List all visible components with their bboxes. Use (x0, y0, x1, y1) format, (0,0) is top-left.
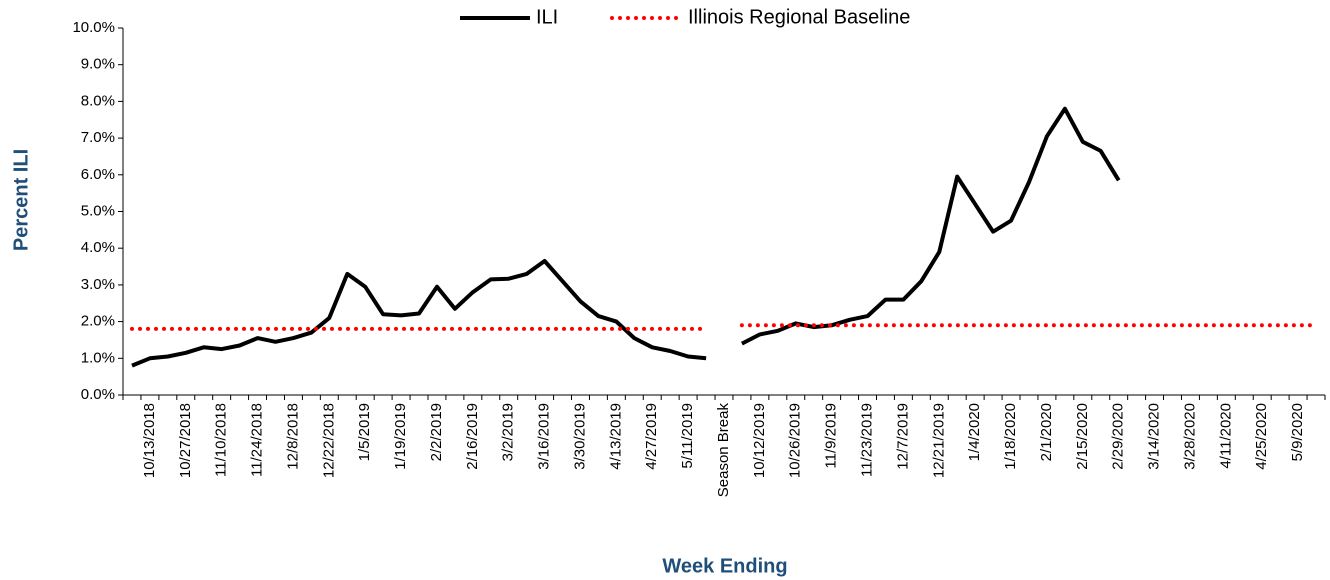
x-tick-label: 5/11/2019 (679, 403, 696, 469)
y-tick-label: 4.0% (81, 239, 115, 256)
x-tick-label: 4/27/2019 (643, 403, 660, 470)
x-tick-label: 11/24/2018 (249, 403, 266, 477)
y-tick-label: 3.0% (81, 276, 115, 293)
x-tick-label: 4/13/2019 (607, 403, 624, 470)
data-line (131, 106, 1121, 368)
x-tick-label: 4/25/2020 (1253, 403, 1270, 470)
y-tick-label: 6.0% (81, 166, 115, 183)
x-tick-label: 10/12/2019 (751, 403, 768, 478)
x-tick-label: 2/29/2020 (1110, 403, 1127, 470)
y-tick-label: 10.0% (72, 19, 115, 36)
x-tick-label: 2/2/2019 (428, 403, 445, 461)
x-tick-label: 3/14/2020 (1146, 403, 1163, 470)
x-tick-label: 1/4/2020 (966, 403, 983, 461)
legend-label: ILI (536, 6, 558, 28)
x-tick-label: 1/5/2019 (356, 403, 373, 461)
x-tick-label: 11/10/2018 (213, 403, 230, 477)
x-tick-label: 10/26/2019 (787, 403, 804, 478)
x-tick-label: 12/8/2018 (284, 403, 301, 470)
y-tick-label: 9.0% (81, 56, 115, 73)
y-tick-label: 5.0% (81, 202, 115, 219)
x-tick-label: 12/22/2018 (320, 403, 337, 478)
x-tick-label: 3/2/2019 (500, 403, 517, 461)
y-tick-label: 7.0% (81, 129, 115, 146)
x-tick-label: 1/18/2020 (1002, 403, 1019, 470)
y-tick-label: 2.0% (81, 313, 115, 330)
data-line (130, 323, 1318, 331)
x-tick-label: 11/23/2019 (858, 403, 875, 477)
x-tick-label: 12/21/2019 (930, 403, 947, 478)
y-tick-label: 8.0% (81, 92, 115, 109)
y-tick-label: 1.0% (81, 349, 115, 366)
x-tick-label: 1/19/2019 (392, 403, 409, 470)
x-tick-label: 4/11/2020 (1217, 403, 1234, 469)
x-tick-label: 3/28/2020 (1181, 403, 1198, 470)
x-tick-label: 11/9/2019 (823, 403, 840, 469)
x-tick-label: 3/30/2019 (571, 403, 588, 470)
x-tick-label: 3/16/2019 (536, 403, 553, 470)
x-tick-label: 2/16/2019 (464, 403, 481, 470)
x-tick-label: 2/15/2020 (1074, 403, 1091, 470)
x-tick-label: 12/7/2019 (894, 403, 911, 470)
x-tick-label: 5/9/2020 (1289, 403, 1306, 461)
x-tick-label: 10/27/2018 (177, 403, 194, 478)
x-tick-label: Season Break (715, 403, 732, 498)
x-tick-label: 10/13/2018 (141, 403, 158, 478)
x-tick-label: 2/1/2020 (1038, 403, 1055, 461)
y-tick-label: 0.0% (81, 386, 115, 403)
y-axis-title: Percent ILI (10, 149, 32, 251)
x-axis-title: Week Ending (662, 555, 787, 577)
legend-label: Illinois Regional Baseline (688, 6, 910, 28)
